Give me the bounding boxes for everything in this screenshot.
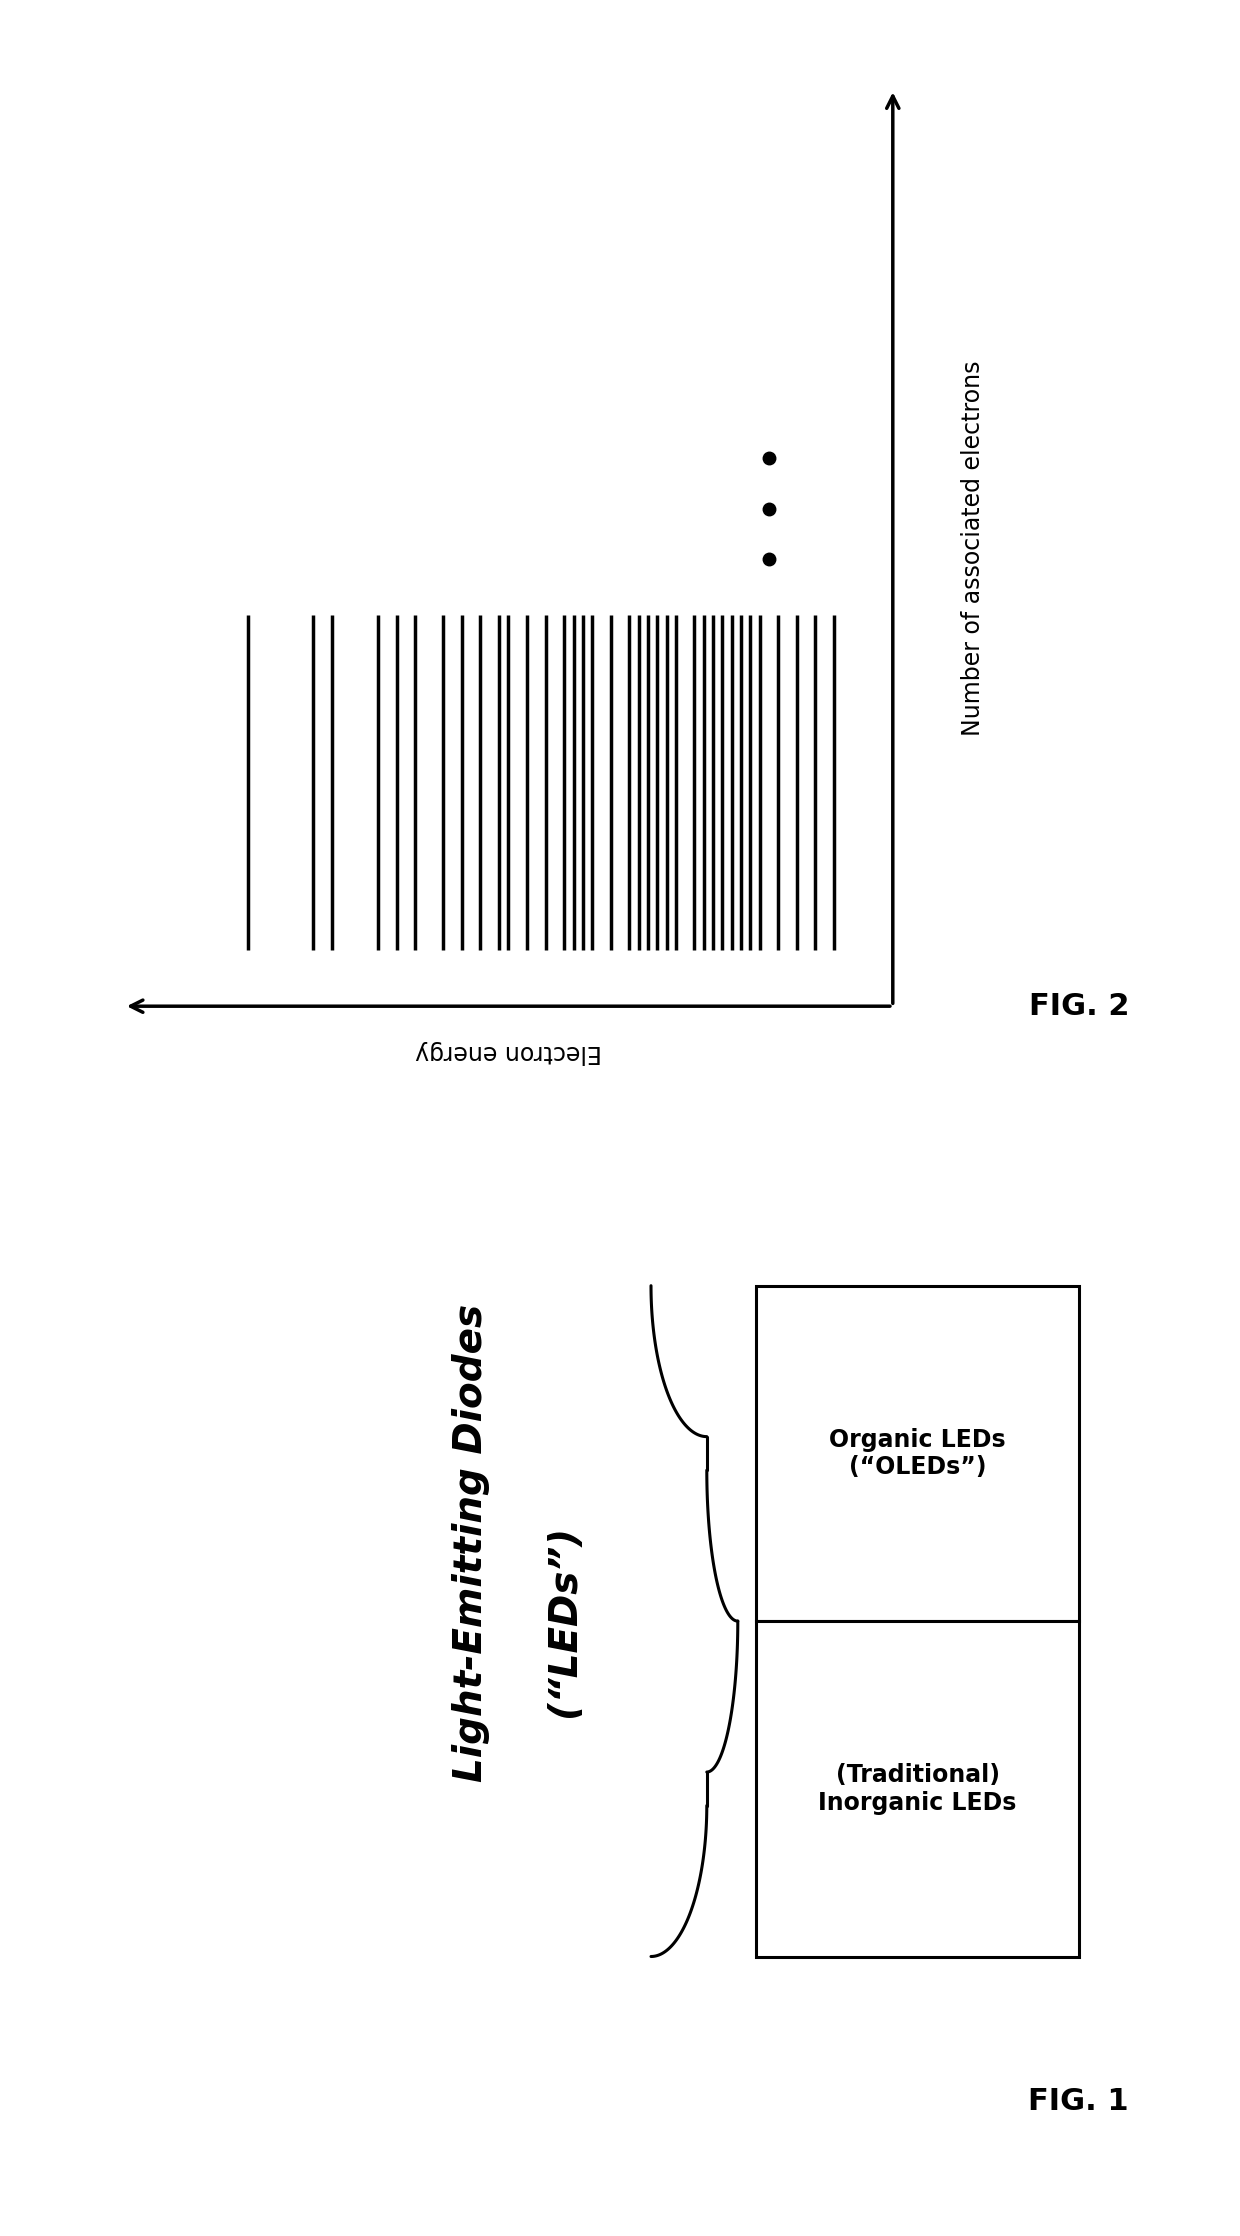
Text: FIG. 1: FIG. 1 xyxy=(1028,2088,1130,2115)
Text: FIG. 2: FIG. 2 xyxy=(1028,993,1130,1020)
Text: Number of associated electrons: Number of associated electrons xyxy=(961,360,985,736)
Text: (Traditional)
Inorganic LEDs: (Traditional) Inorganic LEDs xyxy=(818,1762,1017,1816)
Text: Light-Emitting Diodes: Light-Emitting Diodes xyxy=(453,1304,490,1782)
Text: (“LEDs”): (“LEDs”) xyxy=(546,1525,583,1717)
FancyBboxPatch shape xyxy=(756,1286,1079,1621)
FancyBboxPatch shape xyxy=(756,1621,1079,1956)
Text: Electron energy: Electron energy xyxy=(415,1040,601,1064)
Text: Organic LEDs
(“OLEDs”): Organic LEDs (“OLEDs”) xyxy=(830,1427,1006,1480)
